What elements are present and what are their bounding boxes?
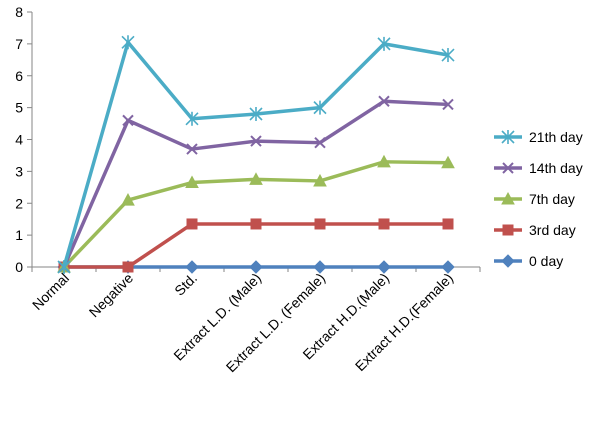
y-tick-label: 0 xyxy=(15,259,23,275)
data-point xyxy=(186,143,198,155)
data-point xyxy=(249,172,263,185)
data-point xyxy=(377,36,391,51)
data-point xyxy=(185,175,199,189)
legend-label: 21th day xyxy=(529,129,583,145)
data-point xyxy=(313,100,327,115)
legend-label: 3rd day xyxy=(529,222,576,238)
data-point xyxy=(441,260,455,274)
data-point xyxy=(313,173,327,187)
y-tick-label: 6 xyxy=(15,68,23,84)
data-point xyxy=(314,136,326,149)
data-point xyxy=(377,154,391,168)
data-point xyxy=(377,260,391,274)
legend-marker xyxy=(502,224,514,236)
legend-label: 7th day xyxy=(529,191,575,207)
data-point xyxy=(186,218,198,230)
series-21th-day xyxy=(57,35,455,274)
data-point xyxy=(122,261,134,273)
data-point xyxy=(250,135,262,147)
series-7th-day xyxy=(57,154,455,273)
data-point xyxy=(121,35,135,50)
data-point xyxy=(441,48,455,63)
legend-label: 0 day xyxy=(529,253,563,269)
y-tick-label: 4 xyxy=(15,132,23,148)
legend-item: 0 day xyxy=(494,253,563,269)
legend-marker xyxy=(501,254,515,268)
legend-item: 21th day xyxy=(494,129,583,145)
data-point xyxy=(185,111,199,126)
series-line xyxy=(62,40,449,268)
legend-marker xyxy=(501,191,515,205)
data-point xyxy=(313,260,327,274)
data-point xyxy=(249,107,263,121)
data-point xyxy=(442,98,454,111)
legend-item: 14th day xyxy=(494,160,583,176)
series-layer xyxy=(57,35,455,274)
legend-item: 7th day xyxy=(494,191,575,207)
legend-marker xyxy=(501,130,515,144)
data-point xyxy=(249,260,263,274)
data-point xyxy=(441,155,455,169)
legend-marker xyxy=(502,162,514,174)
data-point xyxy=(378,95,390,107)
legend: 21th day 14th day 7th day 3rd day 0 day xyxy=(494,129,583,269)
y-tick-label: 3 xyxy=(15,163,23,179)
y-tick-label: 7 xyxy=(15,36,23,52)
data-point xyxy=(378,218,390,230)
x-tick-label: Std. xyxy=(171,270,200,299)
data-point xyxy=(185,260,199,274)
data-point xyxy=(442,218,454,230)
y-tick-label: 1 xyxy=(15,227,23,243)
x-tick-label: Negative xyxy=(86,270,137,321)
data-point xyxy=(57,260,71,274)
y-tick-label: 5 xyxy=(15,100,23,116)
data-point xyxy=(121,193,135,206)
legend-label: 14th day xyxy=(529,160,583,176)
x-tick-label: Normal xyxy=(29,270,72,313)
y-tick-label: 2 xyxy=(15,195,23,211)
legend-item: 3rd day xyxy=(494,222,576,238)
data-point xyxy=(314,218,326,230)
data-point xyxy=(122,114,134,127)
data-point xyxy=(250,218,262,230)
y-tick-label: 8 xyxy=(15,4,23,20)
